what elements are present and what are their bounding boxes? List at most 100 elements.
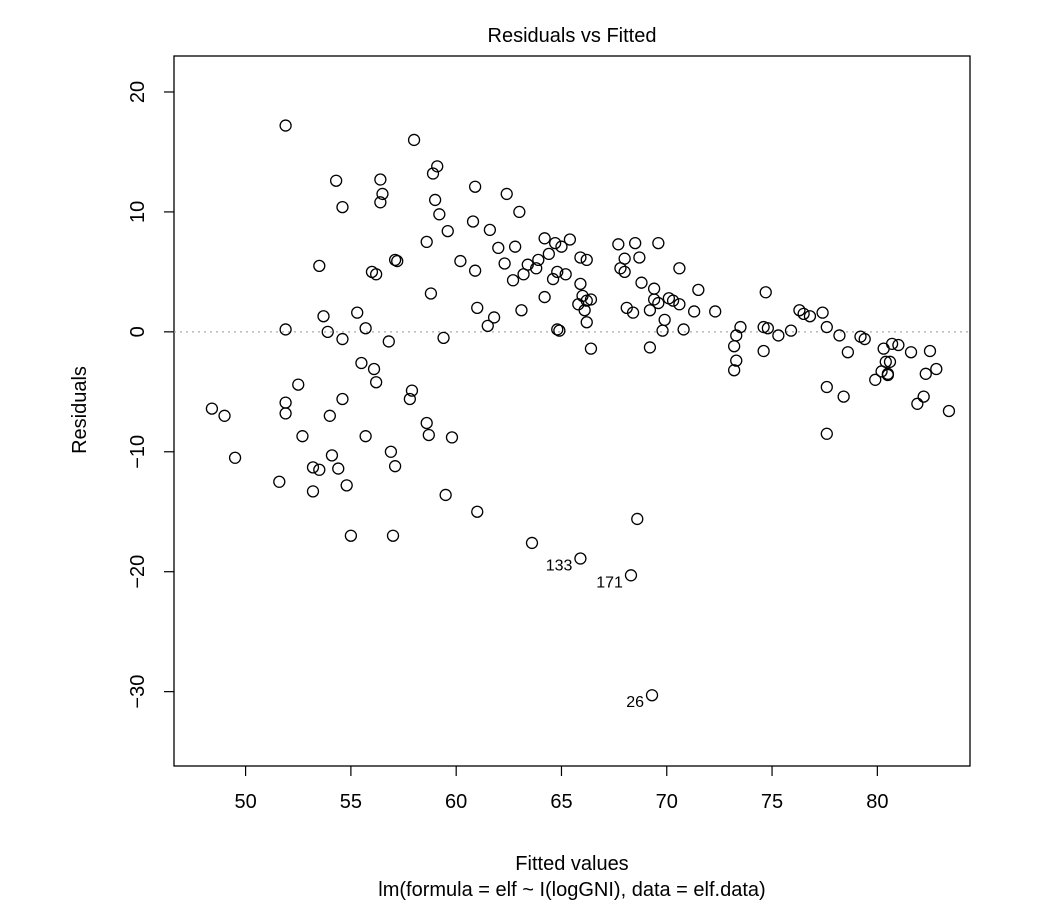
data-point [820,427,833,440]
data-point [837,390,850,403]
data-point [858,332,871,346]
data-point [367,362,381,376]
outlier-label: 171 [596,574,623,591]
data-point [218,409,231,422]
data-point [279,396,292,409]
x-axis: 50 55 60 65 70 75 80 [234,766,888,813]
x-tick-label: 55 [340,791,362,813]
data-point [403,392,417,406]
x-tick-label: 70 [656,791,678,813]
data-point [279,119,292,132]
data-point [563,233,577,246]
data-point [407,133,421,147]
data-point [820,320,833,334]
data-point [386,529,400,542]
data-point [869,373,882,386]
data-point [727,340,741,353]
data-point [578,304,591,317]
data-point [471,505,484,518]
x-tick-label: 80 [866,791,888,813]
data-point [525,536,539,550]
data-point [687,305,701,318]
data-point [336,392,349,406]
data-point [879,355,892,368]
data-point [325,449,339,462]
data-point [279,407,292,420]
y-axis: −30 −20 −10 0 10 20 [127,81,174,709]
data-point [662,292,676,305]
data-point [647,282,661,295]
data-point [677,323,690,336]
data-point [911,397,924,410]
data-point [441,224,454,238]
data-point [384,445,398,458]
data-point [635,276,648,289]
data-points [205,119,956,702]
data-point [382,335,395,348]
data-point [483,223,497,237]
data-point [618,265,631,279]
data-point [445,431,459,444]
data-point [424,287,438,300]
data-point [466,215,480,228]
data-point [797,307,810,321]
x-tick-label: 50 [234,791,256,813]
data-point [574,277,587,291]
data-point [471,301,484,315]
data-point [532,253,545,267]
data-point [329,174,343,187]
data-point [803,310,817,323]
data-point [332,462,345,475]
data-point [426,167,440,180]
data-point [549,236,562,250]
plot-frame [173,55,971,767]
data-point [492,241,505,255]
y-tick-label: 20 [127,81,149,103]
data-point [734,320,747,334]
model-formula-subtitle: lm(formula = elf ~ I(logGNI), data = elf… [378,879,765,901]
data-point [892,338,905,352]
data-point [388,253,402,267]
data-point [631,512,644,526]
data-point [833,329,846,342]
data-point [530,262,543,275]
data-point [359,430,372,443]
data-point [391,254,404,268]
data-point [553,324,566,337]
outlier-label: 133 [546,558,573,575]
y-tick-label: 10 [127,201,149,223]
data-point [433,208,446,221]
data-point [626,306,640,319]
data-point [551,265,564,279]
x-axis-label: Fitted values [515,853,628,875]
data-point [292,378,305,391]
data-point [313,259,326,273]
data-point [580,316,593,329]
data-point [555,240,568,253]
x-tick-label: 60 [445,791,467,813]
data-point [405,384,419,397]
data-point [321,325,334,338]
y-tick-label: −30 [127,675,149,709]
data-point [841,346,855,359]
data-point [374,196,387,209]
data-point [574,552,587,565]
data-point [612,238,625,251]
y-tick-label: −10 [127,435,149,469]
data-point [629,236,642,250]
y-axis-label: Residuals [69,366,91,454]
data-point [428,193,442,207]
data-point [652,296,665,310]
data-point [498,257,511,270]
data-point [580,253,593,267]
data-point [454,254,467,268]
data-point [306,485,320,498]
data-point [355,356,368,370]
data-point [306,461,320,474]
data-point [431,160,444,173]
data-point [279,323,292,336]
data-point [370,268,383,281]
y-tick-label: 0 [127,326,149,337]
data-point [468,264,482,277]
data-point [538,290,551,304]
